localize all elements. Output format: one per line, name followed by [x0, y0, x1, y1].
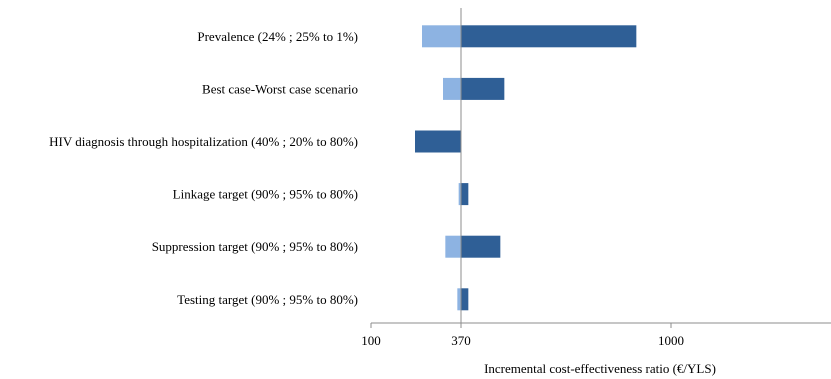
x-axis-ticks: 100 370 1000 [361, 323, 684, 348]
bars-layer [415, 25, 637, 311]
category-label-suppression-target-90-95-to-80: Suppression target (90% ; 95% to 80%) [152, 239, 358, 254]
bar-high-2 [461, 77, 505, 100]
x-tick-label-100: 100 [361, 333, 381, 348]
bar-high-1 [461, 25, 637, 48]
category-label-prevalence-24-25-to-1: Prevalence (24% ; 25% to 1%) [197, 29, 358, 44]
x-tick-label-1000: 1000 [658, 333, 684, 348]
x-axis-label: Incremental cost-effectiveness ratio (€/… [484, 361, 716, 376]
category-labels: Prevalence (24% ; 25% to 1%) Best case-Wo… [49, 29, 358, 307]
bar-high-6 [461, 288, 469, 311]
bar-low-5 [445, 235, 461, 258]
bar-low-1 [422, 25, 461, 48]
bar-low-4 [458, 183, 461, 206]
bar-low-6 [457, 288, 461, 311]
bar-high-3 [415, 130, 461, 153]
category-label-linkage-target-90-95-to-80: Linkage target (90% ; 95% to 80%) [173, 187, 358, 202]
category-label-testing-target-90-95-to-80: Testing target (90% ; 95% to 80%) [177, 292, 358, 307]
bar-high-5 [461, 235, 501, 258]
category-label-hiv-diagnosis-through-hospital: HIV diagnosis through hospitalization (4… [49, 134, 358, 149]
category-label-best-case-worst-case-scenario: Best case-Worst case scenario [202, 81, 358, 96]
bar-low-2 [443, 77, 461, 100]
bar-high-4 [461, 183, 469, 206]
x-tick-label-370: 370 [451, 333, 471, 348]
